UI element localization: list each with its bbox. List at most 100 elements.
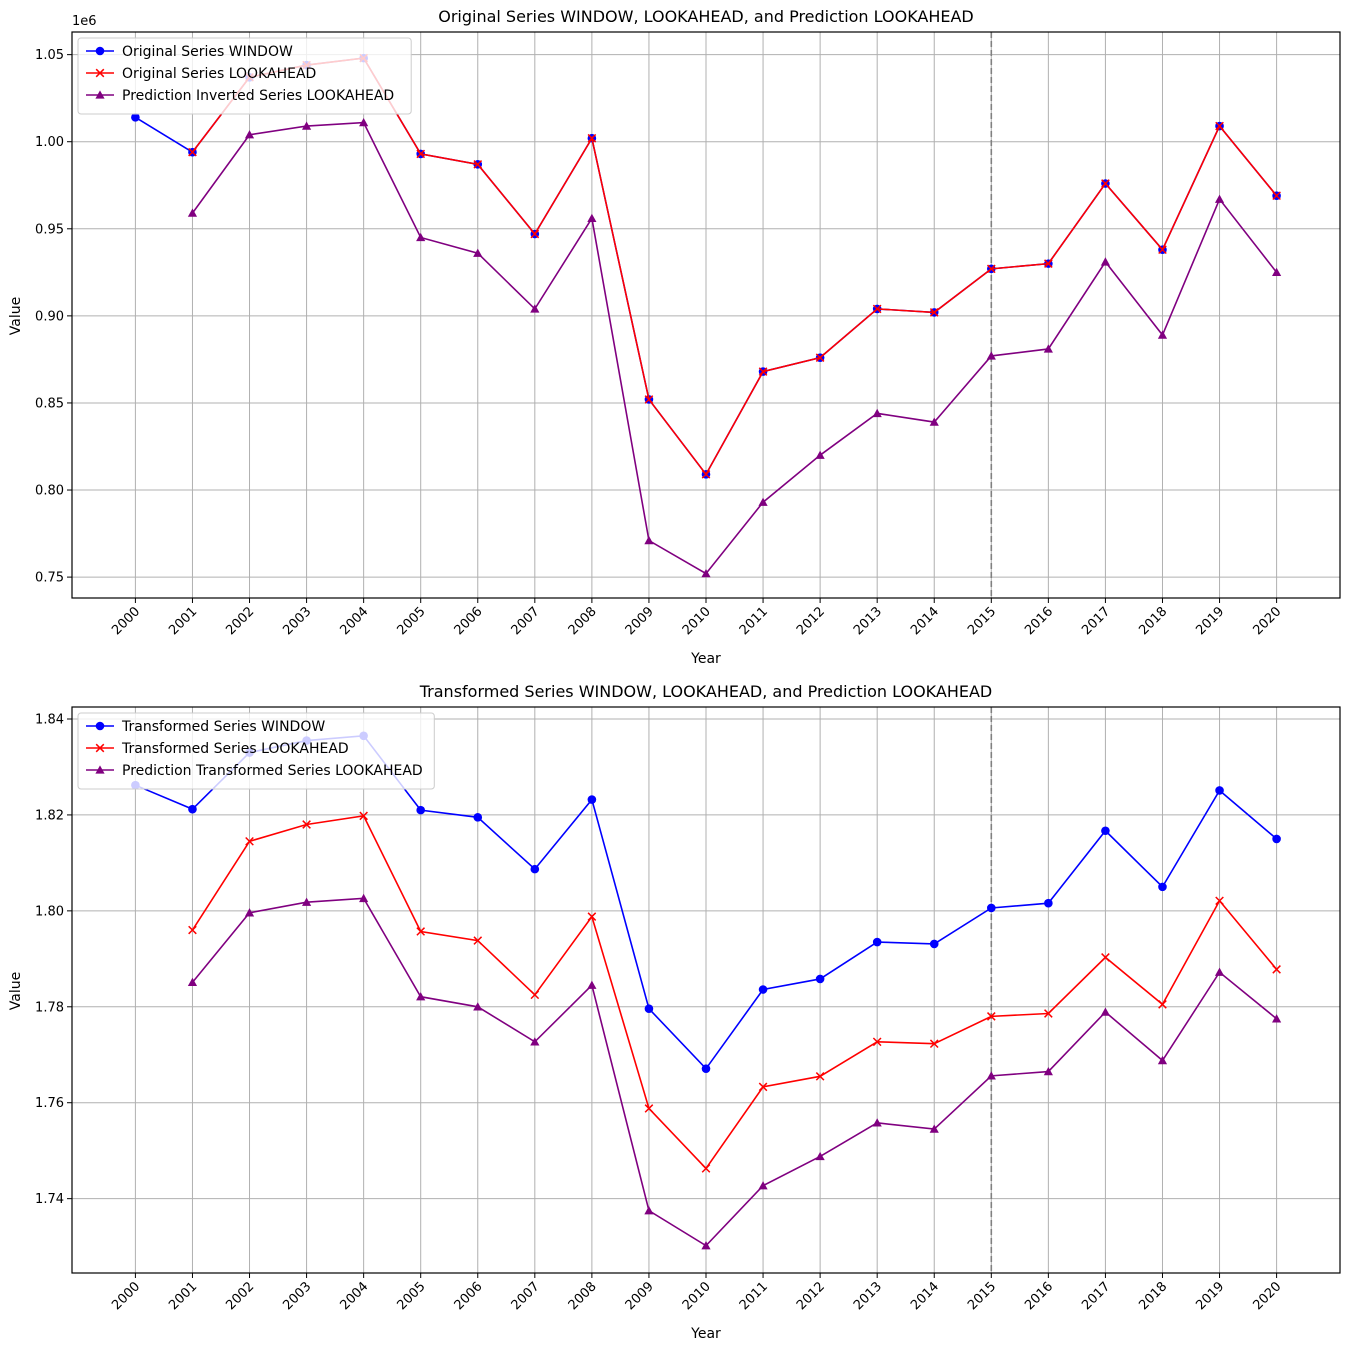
x-tick-label: 2020 xyxy=(1250,604,1284,638)
y-tick-label: 1.82 xyxy=(35,808,64,823)
series-line xyxy=(191,815,1278,1170)
x-tick-label: 2004 xyxy=(337,1279,371,1313)
data-point xyxy=(244,908,255,917)
x-tick-label: 2002 xyxy=(223,604,257,638)
data-point xyxy=(1101,826,1110,836)
data-point xyxy=(1272,834,1281,844)
data-point xyxy=(986,264,996,274)
grid xyxy=(72,32,1340,598)
x-tick-label: 2000 xyxy=(109,1279,143,1313)
data-point xyxy=(929,939,939,949)
data-point xyxy=(644,1004,654,1014)
data-point xyxy=(1100,1007,1111,1016)
series xyxy=(188,811,1281,1173)
data-point xyxy=(244,130,255,139)
x-axis-label: Year xyxy=(690,1326,721,1342)
data-point xyxy=(701,470,711,479)
x-tick-label: 2011 xyxy=(737,604,771,638)
data-point xyxy=(929,1039,939,1049)
x-tick-label: 2005 xyxy=(395,604,429,638)
x-tick-label: 2014 xyxy=(908,604,942,638)
data-point xyxy=(530,864,540,874)
data-point xyxy=(587,133,597,143)
data-point xyxy=(1272,267,1282,277)
legend: Transformed Series WINDOW Transformed Ser… xyxy=(77,712,435,790)
data-point xyxy=(530,304,540,313)
chart-title: Original Series WINDOW, LOOKAHEAD, and P… xyxy=(438,7,974,26)
data-point xyxy=(872,1118,882,1127)
data-point xyxy=(701,1241,711,1250)
data-point xyxy=(302,820,311,829)
x-tick-label: 2015 xyxy=(965,604,999,638)
legend-label: Prediction Inverted Series LOOKAHEAD xyxy=(122,88,394,104)
y-tick-label: 0.80 xyxy=(35,484,64,499)
data-point xyxy=(986,351,996,360)
legend-item: Prediction Inverted Series LOOKAHEAD xyxy=(86,88,394,104)
data-point xyxy=(473,936,483,945)
data-point xyxy=(587,213,597,223)
data-point xyxy=(986,1071,996,1080)
data-point xyxy=(1214,194,1225,203)
x-tick-label: 2008 xyxy=(566,604,600,638)
data-point xyxy=(815,450,825,459)
data-point xyxy=(1272,965,1281,974)
legend-item: Original Series LOOKAHEAD xyxy=(86,66,316,82)
legend: Original Series WINDOW Original Series LO… xyxy=(77,37,412,115)
data-point xyxy=(188,925,197,935)
x-tick-label: 2013 xyxy=(851,604,885,638)
legend-marker xyxy=(95,721,105,731)
data-point xyxy=(530,1037,540,1046)
data-point xyxy=(473,160,483,169)
series xyxy=(187,117,1282,578)
x-tick-label: 2016 xyxy=(1022,604,1056,638)
x-tick-label: 2018 xyxy=(1136,604,1170,638)
y-tick-label: 1.74 xyxy=(35,1192,64,1207)
legend-box xyxy=(77,37,412,115)
data-point xyxy=(587,795,597,804)
data-point xyxy=(1044,898,1053,908)
y-tick-label: 0.90 xyxy=(35,309,64,324)
data-point xyxy=(587,980,597,989)
x-tick-label: 2014 xyxy=(908,1279,942,1313)
data-point xyxy=(758,1181,768,1190)
data-point xyxy=(473,248,483,257)
data-point xyxy=(1158,882,1167,892)
data-point xyxy=(1215,786,1224,795)
x-tick-label: 2003 xyxy=(280,1279,314,1313)
legend-label: Transformed Series WINDOW xyxy=(121,719,325,735)
data-point xyxy=(1215,896,1224,906)
data-point xyxy=(416,232,426,242)
series-line xyxy=(191,57,1278,476)
y-tick-label: 0.95 xyxy=(35,222,64,237)
y-tick-label: 1.76 xyxy=(35,1096,64,1111)
data-point xyxy=(872,304,882,314)
x-tick-label: 2019 xyxy=(1193,1279,1227,1313)
data-point xyxy=(473,1002,483,1011)
legend-item: Transformed Series LOOKAHEAD xyxy=(86,741,349,757)
legend-marker xyxy=(95,90,105,99)
x-tick-label: 2009 xyxy=(623,1279,657,1313)
y-axis-label: Value xyxy=(8,972,24,1010)
data-point xyxy=(416,805,426,815)
series-line xyxy=(191,897,1278,1247)
data-point xyxy=(1044,1009,1053,1018)
y-tick-label: 0.85 xyxy=(35,396,64,411)
x-tick-label: 2001 xyxy=(166,604,200,638)
x-tick-label: 2001 xyxy=(166,1279,200,1313)
data-point xyxy=(1044,259,1053,268)
data-point xyxy=(815,974,825,984)
data-point xyxy=(359,811,368,821)
x-tick-label: 2010 xyxy=(680,604,714,638)
axis-ticks: 2000 2001 2002 2003 2004 2005 2006 2007 2008 2009… xyxy=(35,712,1284,1313)
data-point xyxy=(473,813,483,822)
x-tick-label: 2005 xyxy=(395,1279,429,1313)
y-offset-label: 1e6 xyxy=(72,14,97,29)
series xyxy=(188,53,1281,479)
x-tick-label: 2003 xyxy=(280,604,314,638)
data-point xyxy=(644,535,654,545)
data-point xyxy=(987,903,996,913)
data-point xyxy=(131,113,140,122)
y-tick-label: 1.00 xyxy=(35,135,64,150)
data-point xyxy=(701,569,711,578)
